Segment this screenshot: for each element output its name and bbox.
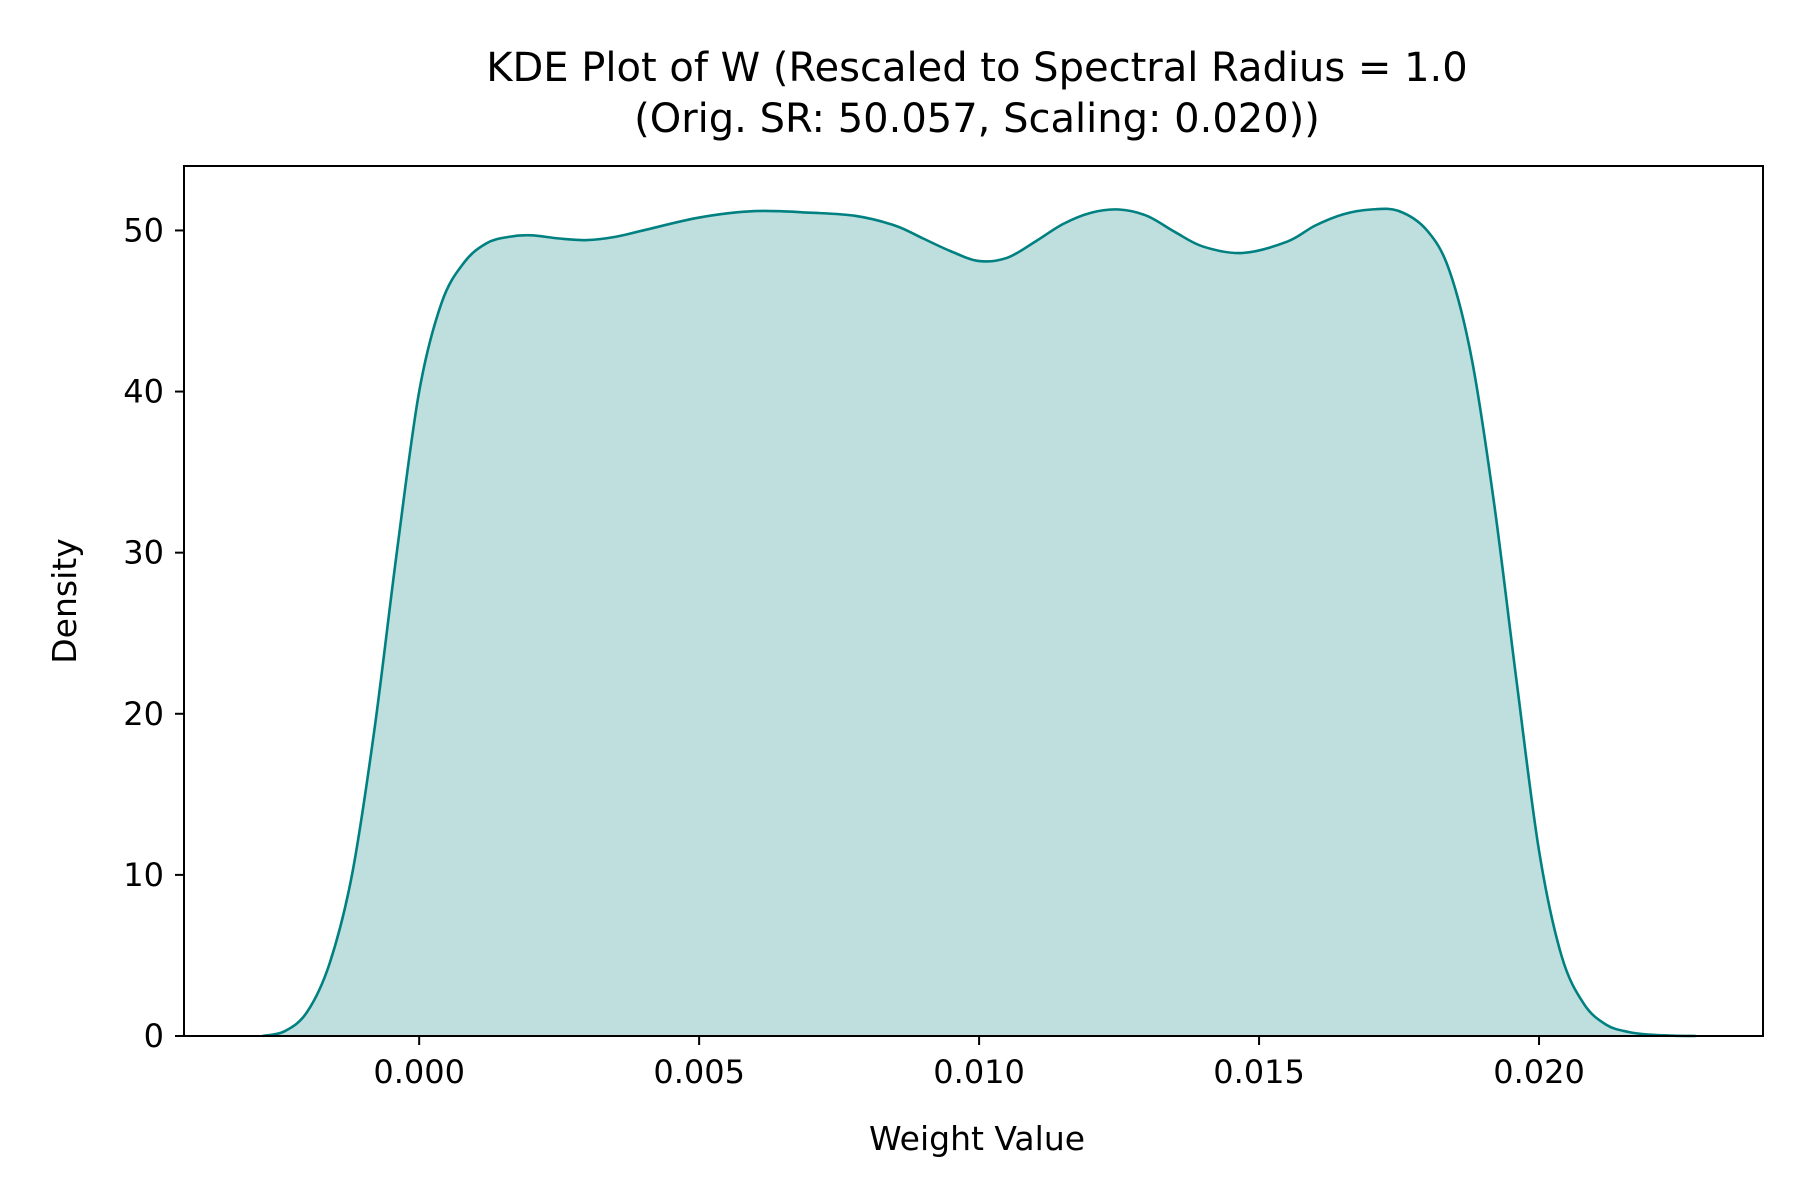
- x-tick-label: 0.015: [1213, 1053, 1305, 1091]
- chart-title-line-1: KDE Plot of W (Rescaled to Spectral Radi…: [486, 45, 1467, 91]
- x-tick-label: 0.000: [373, 1053, 465, 1091]
- y-tick-label: 50: [123, 211, 164, 249]
- y-tick-label: 20: [123, 695, 164, 733]
- x-tick-label: 0.005: [653, 1053, 745, 1091]
- x-tick-label: 0.010: [933, 1053, 1025, 1091]
- y-tick-label: 40: [123, 373, 164, 411]
- chart-title-line-2: (Orig. SR: 50.057, Scaling: 0.020)): [634, 96, 1320, 142]
- y-axis-label: Density: [45, 538, 84, 663]
- x-tick-label: 0.020: [1493, 1053, 1585, 1091]
- y-axis: 0 10 20 30 40 50: [123, 211, 184, 1055]
- kde-density-line: [262, 207, 1696, 1038]
- y-tick-label: 30: [123, 534, 164, 572]
- y-tick-label: 0: [144, 1017, 164, 1055]
- x-axis: 0.000 0.005 0.010 0.015 0.020: [373, 1036, 1585, 1091]
- plot-frame: [183, 165, 1764, 1037]
- y-tick-label: 10: [123, 856, 164, 894]
- kde-area-fill: [262, 208, 1696, 1037]
- x-axis-label: Weight Value: [869, 1119, 1085, 1158]
- plot-area: [262, 207, 1696, 1038]
